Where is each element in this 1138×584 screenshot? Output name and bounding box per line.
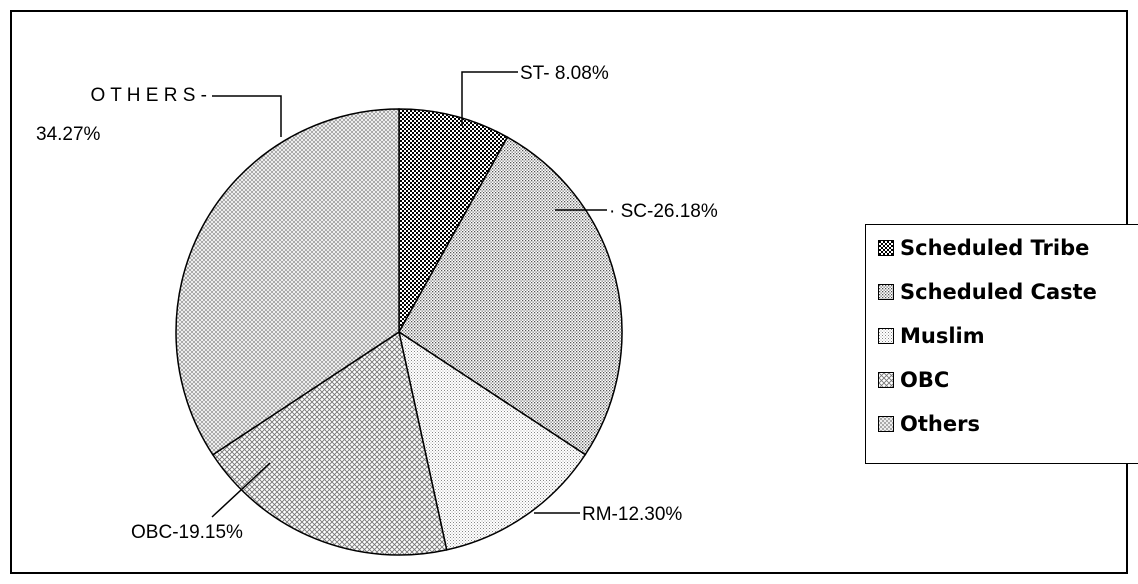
- legend-swatch-rm: [878, 328, 894, 344]
- legend-label: OBC: [900, 368, 950, 392]
- pie-slice-sc: [398, 136, 623, 456]
- chart-legend: Scheduled Tribe Scheduled Caste Muslim OBC O…: [865, 224, 1138, 464]
- data-label-obc: OBC-19.15%: [131, 522, 243, 543]
- pie-chart: ST- 8.08% · SC-26.18% RM-12.30% OBC-19.15% O…: [36, 63, 718, 556]
- pie-slice-others: [175, 108, 400, 456]
- legend-label: Muslim: [900, 324, 985, 348]
- legend-swatch-sc: [878, 284, 894, 300]
- legend-item-others: Others: [878, 409, 980, 439]
- legend-item-sc: Scheduled Caste: [878, 277, 1097, 307]
- legend-item-rm: Muslim: [878, 321, 985, 351]
- legend-item-obc: OBC: [878, 365, 949, 395]
- data-label-st: ST- 8.08%: [520, 63, 609, 84]
- data-label-sc: · SC-26.18%: [609, 201, 718, 222]
- data-label-others: 34.27%: [36, 124, 101, 145]
- callout-line-obc: [211, 462, 271, 518]
- pie-slice-rm: [397, 330, 587, 551]
- legend-label: Scheduled Caste: [900, 280, 1097, 304]
- legend-swatch-obc: [878, 372, 894, 388]
- pie-slice-st: [398, 108, 509, 335]
- legend-swatch-st: [878, 240, 894, 256]
- callout-line-st: [461, 71, 518, 126]
- legend-swatch-others: [878, 416, 894, 432]
- data-label-rm: RM-12.30%: [582, 504, 682, 525]
- legend-item-st: Scheduled Tribe: [878, 233, 1089, 263]
- legend-label: Others: [900, 412, 980, 436]
- legend-label: Scheduled Tribe: [900, 236, 1090, 260]
- data-label-others: O T H E R S -: [91, 85, 208, 106]
- pie-slice-obc: [211, 330, 448, 556]
- callout-line-others: [212, 95, 282, 137]
- chart-frame: ST- 8.08% · SC-26.18% RM-12.30% OBC-19.15% O…: [10, 10, 1138, 574]
